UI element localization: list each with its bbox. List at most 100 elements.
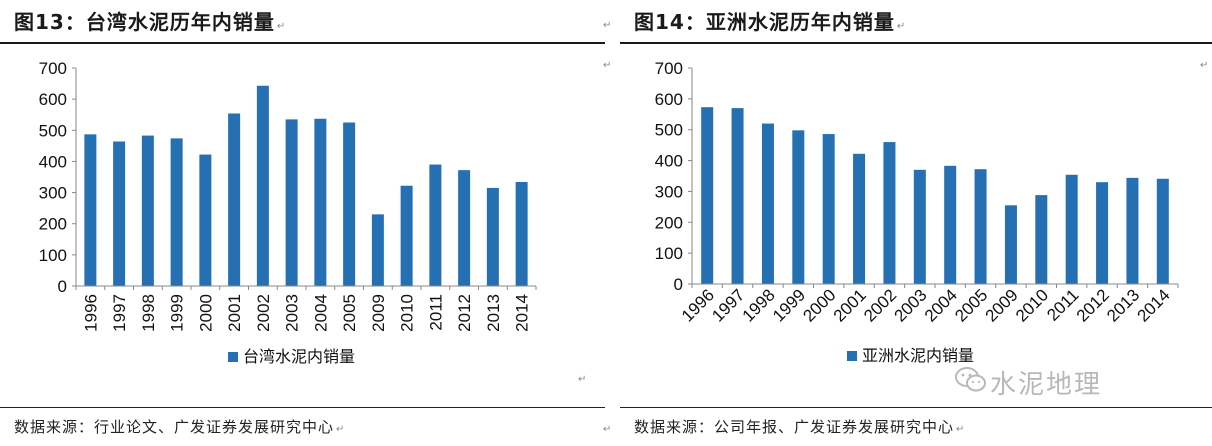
figure-label: 图14：	[634, 10, 706, 34]
x-tick-label: 1996	[81, 294, 100, 332]
bar-1998	[141, 135, 154, 286]
x-tick-label: 2005	[340, 294, 359, 332]
bar-2001	[228, 113, 241, 286]
return-mark-icon: ↵	[603, 424, 612, 435]
return-mark-icon: ↵	[956, 424, 966, 435]
bar-2012	[458, 170, 471, 286]
x-tick-label: 2013	[484, 294, 503, 332]
bar-2004	[314, 118, 327, 287]
figure-label: 图13：	[14, 10, 86, 34]
bar-2000	[199, 154, 212, 286]
return-mark-icon: ↵	[578, 374, 587, 385]
bar-1996	[84, 134, 97, 286]
return-mark-icon: ↵	[276, 21, 287, 32]
return-mark-icon: ↵	[1200, 60, 1209, 71]
x-tick-label: 2012	[455, 294, 474, 332]
bar-2011	[1065, 174, 1078, 284]
bar-2009	[371, 214, 384, 286]
y-tick-label: 700	[655, 59, 683, 78]
bar-1997	[113, 141, 126, 286]
bar-chart-asia: 0100200300400500600700199619971998199920…	[655, 59, 1179, 365]
x-tick-label: 2004	[311, 294, 330, 332]
x-tick-label: 2014	[1133, 285, 1173, 325]
x-tick-label: 2002	[254, 294, 273, 332]
return-mark-icon: ↵	[336, 424, 346, 435]
legend-swatch	[228, 352, 238, 362]
x-tick-label: 1998	[139, 294, 158, 332]
y-tick-label: 100	[39, 246, 67, 265]
source-note: 数据来源：行业论文、广发证券发展研究中心 ↵	[14, 416, 345, 437]
bar-2003	[913, 169, 926, 284]
watermark: 水泥地理	[990, 370, 1103, 400]
x-tick-label: 2013	[1103, 285, 1143, 325]
legend-label: 台湾水泥内销量	[243, 347, 355, 366]
y-tick-label: 400	[655, 152, 683, 171]
return-mark-icon: ↵	[603, 20, 612, 31]
y-tick-label: 700	[39, 59, 67, 78]
bar-2014	[1156, 178, 1169, 284]
y-tick-label: 500	[655, 121, 683, 140]
y-tick-label: 200	[655, 213, 683, 232]
x-tick-label: 2000	[196, 294, 215, 332]
bar-chart-taiwan: 0 100 200 300 400 500 600 700 1996 1997 1998 1999 20…	[39, 59, 537, 366]
title-rule	[0, 42, 605, 44]
x-tick-label: 2003	[283, 294, 302, 332]
wechat-logo-icon	[955, 367, 986, 392]
figure-title: 图14：亚洲水泥历年内销量 ↵	[634, 6, 906, 35]
x-tick-label: 2003	[890, 285, 930, 325]
figure-panel-left: 图13：台湾水泥历年内销量 ↵ 0 100 200 300 400 500 600 700 199…	[0, 0, 605, 446]
figure-title-text: 台湾水泥历年内销量	[85, 10, 275, 34]
bar-2000	[822, 134, 835, 284]
y-tick-label: 200	[39, 215, 67, 234]
y-tick-label: 300	[655, 182, 683, 201]
source-rule	[620, 407, 1212, 408]
y-tick-label: 300	[39, 184, 67, 203]
bar-2009	[1004, 205, 1017, 284]
bar-2005	[343, 122, 356, 286]
source-note: 数据来源：公司年报、广发证券发展研究中心 ↵	[634, 416, 965, 437]
x-tick-label: 2004	[921, 285, 961, 325]
x-tick-label: 2011	[1043, 285, 1082, 324]
bar-2013	[486, 187, 499, 286]
bar-2010	[400, 185, 413, 286]
y-tick-label: 0	[674, 275, 683, 294]
y-tick-label: 0	[58, 277, 67, 296]
x-tick-label: 2002	[860, 285, 900, 325]
bar-2005	[974, 169, 987, 284]
figure-title: 图13：台湾水泥历年内销量 ↵	[14, 6, 286, 35]
x-tick-label: 2000	[799, 285, 839, 325]
bar-2014	[515, 181, 528, 286]
x-tick-label: 2010	[1012, 285, 1052, 325]
x-tick-label: 1997	[110, 294, 129, 332]
bar-2012	[1096, 182, 1109, 284]
y-tick-label: 600	[655, 90, 683, 109]
title-rule	[620, 42, 1212, 44]
bar-1999	[170, 138, 183, 286]
x-tick-label: 2010	[398, 294, 417, 332]
bar-2002	[883, 142, 896, 284]
return-mark-icon: ↵	[603, 60, 612, 71]
x-tick-label: 2011	[426, 294, 445, 331]
legend-swatch	[847, 351, 857, 361]
x-tick-label: 2005	[951, 285, 991, 325]
bar-2002	[256, 85, 269, 286]
y-tick-label: 400	[39, 152, 67, 171]
bar-2011	[429, 164, 442, 286]
bar-1998	[761, 123, 774, 285]
x-tick-label: 1999	[168, 294, 187, 332]
y-tick-label: 500	[39, 121, 67, 140]
x-tick-label: 2009	[369, 294, 388, 332]
x-tick-label: 1997	[708, 285, 748, 325]
figure-title-text: 亚洲水泥历年内销量	[705, 10, 895, 34]
x-tick-label: 2001	[225, 294, 244, 332]
x-tick-label: 2009	[982, 285, 1022, 325]
bar-2004	[944, 165, 957, 284]
y-tick-label: 100	[655, 244, 683, 263]
bar-1996	[701, 107, 714, 284]
figure-panel-right: 图14：亚洲水泥历年内销量 ↵ 0 100 200 300 400 500 600 700 199…	[620, 0, 1212, 446]
legend-label: 亚洲水泥内销量	[862, 346, 974, 365]
x-tick-label: 2001	[830, 285, 870, 325]
y-tick-label: 600	[39, 90, 67, 109]
x-tick-label: 2012	[1073, 285, 1113, 325]
bar-2001	[853, 153, 866, 284]
